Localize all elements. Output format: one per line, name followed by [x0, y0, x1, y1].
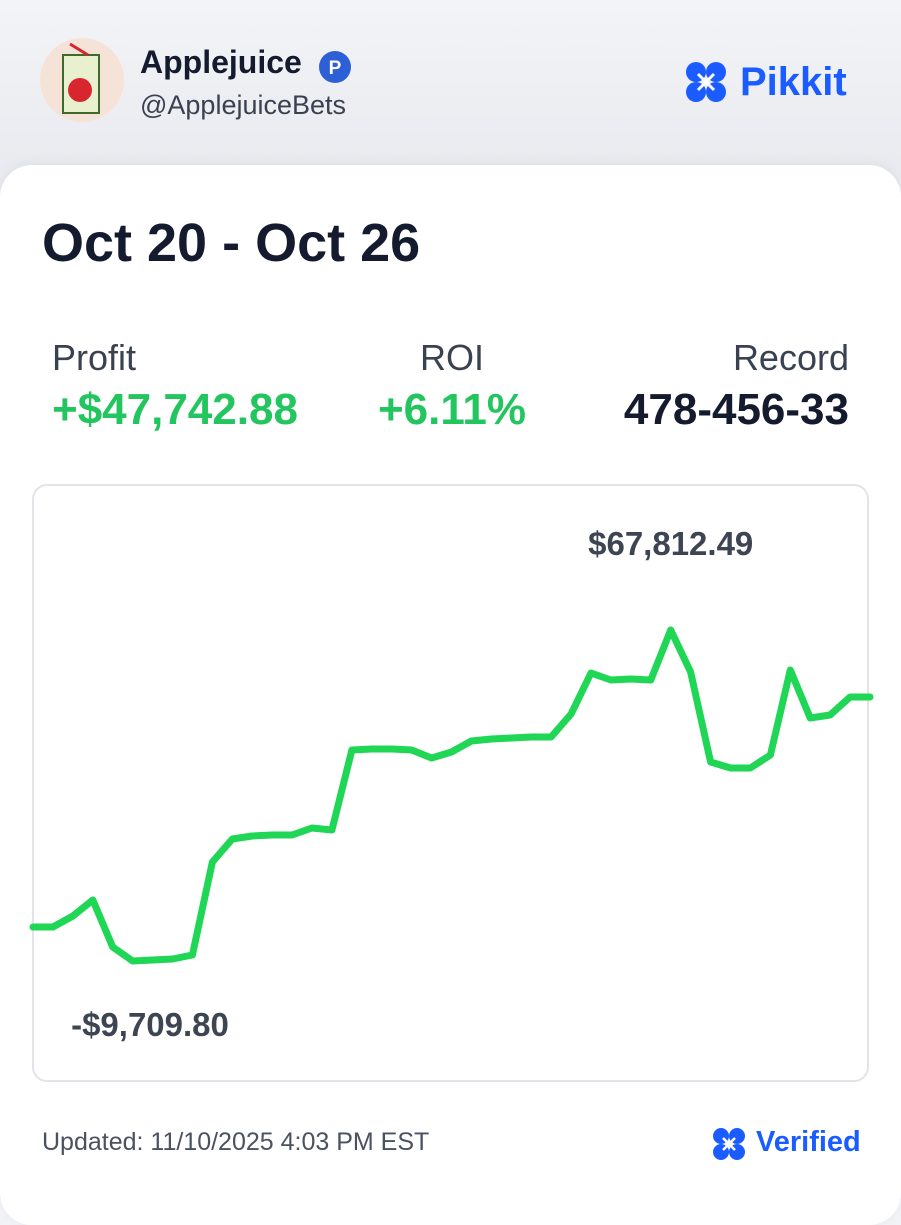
profit-line [29, 626, 874, 965]
updated-time: Updated: 11/10/2025 4:03 PM EST [42, 1128, 430, 1156]
stat-label: Record [732, 337, 849, 378]
stat-label: ROI [419, 337, 485, 378]
brand-logo [686, 62, 726, 102]
stat-value: +6.11% [377, 385, 527, 434]
verified-badge: P [319, 51, 351, 83]
value-label: $67,812.49 [588, 525, 753, 562]
chart-frame [32, 484, 869, 1082]
stat-label: Profit [52, 337, 137, 378]
brand-name: Pikkit [740, 60, 847, 104]
verified-icon [713, 1128, 745, 1160]
user-name: Applejuice [140, 44, 302, 80]
value-label: -$9,709.80 [71, 1006, 229, 1043]
date-range: Oct 20 - Oct 26 [42, 213, 421, 273]
verified-label: Verified [756, 1126, 861, 1158]
svg-text:P: P [329, 58, 342, 79]
avatar [40, 38, 124, 122]
stat-value: +$47,742.88 [52, 385, 298, 434]
chart: -$9,709.80 $67,812.49 [29, 484, 874, 1082]
stat-value: 478-456-33 [623, 385, 849, 434]
user-handle: @ApplejuiceBets [140, 90, 347, 120]
page: Applejuice P @ApplejuiceBets Pikkit Oct … [0, 0, 901, 1200]
